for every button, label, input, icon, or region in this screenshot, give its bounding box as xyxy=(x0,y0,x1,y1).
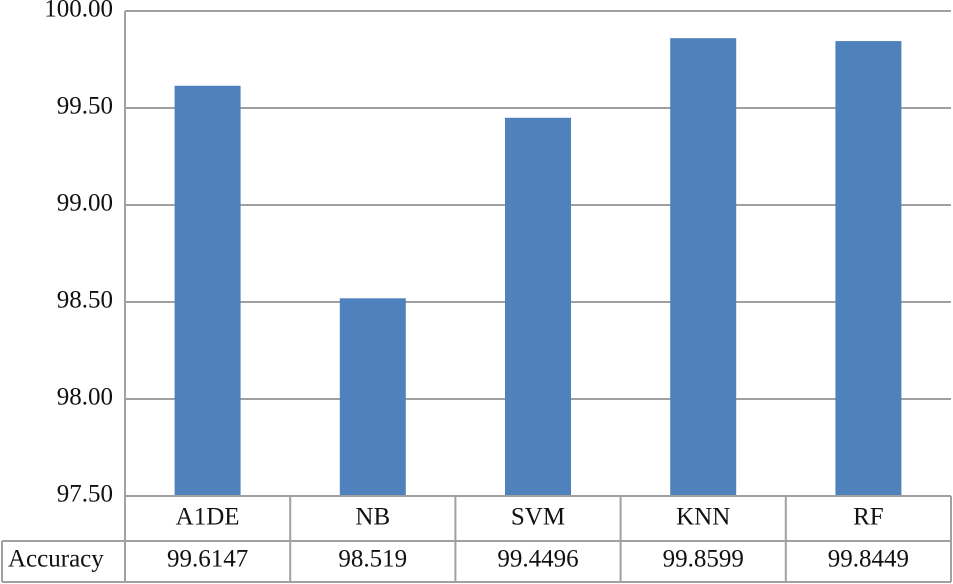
table-value: 99.8599 xyxy=(663,546,744,573)
x-tick-label: KNN xyxy=(676,504,730,531)
y-tick-label: 98.50 xyxy=(57,287,113,314)
table-value: 99.8449 xyxy=(828,546,909,573)
bar xyxy=(670,38,737,496)
y-tick-label: 100.00 xyxy=(44,0,113,23)
x-tick-label: NB xyxy=(355,504,390,531)
bar xyxy=(339,298,406,496)
y-tick-label: 99.50 xyxy=(57,93,113,120)
bar xyxy=(505,117,571,497)
x-tick-label: RF xyxy=(853,504,884,531)
x-tick-label: A1DE xyxy=(176,504,240,531)
table-value: 98.519 xyxy=(338,546,407,573)
table-value: 99.4496 xyxy=(497,546,578,573)
x-tick-label: SVM xyxy=(511,504,565,531)
bar xyxy=(835,41,902,496)
table-series-name: Accuracy xyxy=(8,546,104,573)
y-tick-label: 98.00 xyxy=(57,384,113,411)
y-tick-label: 99.00 xyxy=(57,190,113,217)
y-tick-label: 97.50 xyxy=(57,481,113,508)
bar xyxy=(174,85,241,496)
table-value: 99.6147 xyxy=(167,546,248,573)
